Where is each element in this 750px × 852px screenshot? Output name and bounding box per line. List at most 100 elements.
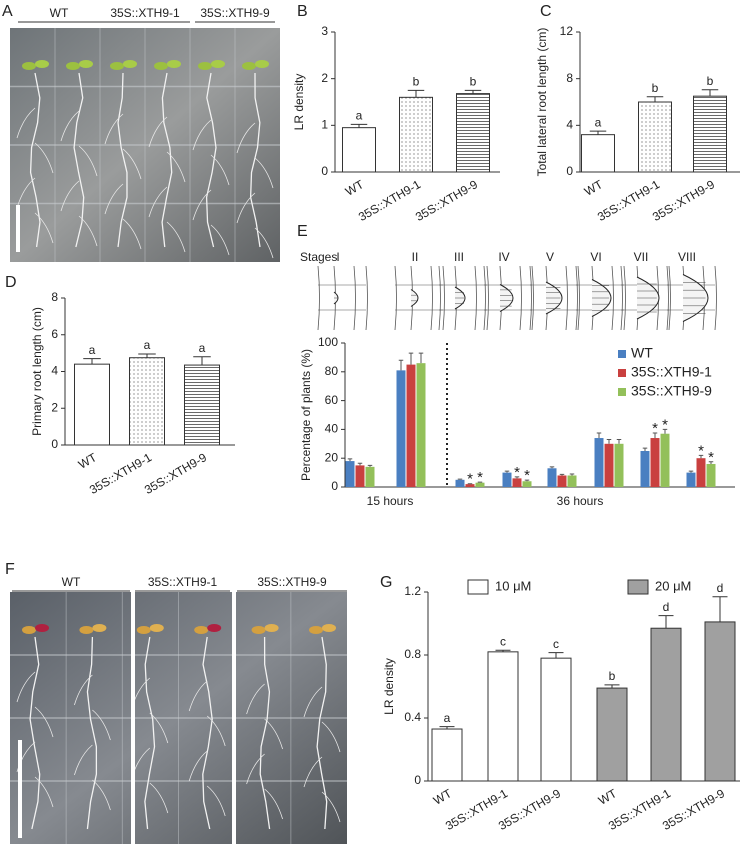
stage-label: III — [454, 250, 464, 264]
stage-title: Stages — [300, 250, 337, 264]
bar — [130, 358, 165, 445]
seedling — [22, 62, 36, 70]
photo-label: WT — [62, 575, 81, 589]
y-tick-label: 60 — [325, 393, 339, 407]
bar — [697, 458, 706, 487]
stage-label: V — [546, 250, 554, 264]
bar — [503, 473, 512, 487]
cell-wall — [366, 266, 368, 330]
cell-wall — [439, 266, 441, 330]
y-tick-label: 8 — [51, 290, 58, 304]
x-tick-label: 35S::XTH9-9 — [142, 450, 209, 497]
photo-label: 35S::XTH9-9 — [200, 6, 270, 20]
seedling — [255, 60, 269, 68]
photo-label: WT — [50, 6, 69, 20]
cell-wall — [431, 266, 433, 330]
seedling — [198, 62, 212, 70]
bar — [687, 473, 696, 487]
legend-label: 20 μM — [655, 578, 691, 593]
cell-wall — [443, 266, 445, 330]
y-tick-label: 0.8 — [404, 647, 421, 661]
bar — [457, 94, 490, 172]
bar — [432, 729, 462, 781]
y-tick-label: 0 — [414, 773, 421, 787]
cell-wall — [612, 266, 614, 330]
seedling — [137, 626, 151, 634]
x-tick-label: WT — [76, 450, 100, 472]
cell-wall — [520, 266, 522, 330]
bar — [595, 438, 604, 487]
cell-wall — [487, 266, 489, 330]
bar — [548, 468, 557, 487]
stage-label: I — [336, 250, 339, 264]
seedling — [211, 60, 225, 68]
significance-label: c — [553, 637, 559, 651]
x-tick-label: WT — [582, 177, 606, 199]
seedling — [22, 626, 36, 634]
bar — [639, 102, 672, 172]
error-bar — [617, 439, 622, 443]
stage-label: IV — [498, 250, 509, 264]
bar — [705, 622, 735, 781]
significance-label: b — [652, 81, 659, 95]
stage-sketch — [576, 266, 626, 330]
bar — [541, 658, 571, 781]
panel-label: C — [540, 3, 552, 20]
seedling — [79, 626, 93, 634]
y-tick-label: 1.2 — [404, 584, 421, 598]
significance-label: b — [413, 75, 420, 89]
seedling — [66, 62, 80, 70]
cell-wall — [669, 266, 671, 330]
legend-swatch — [628, 580, 648, 594]
x-tick-label: WT — [343, 177, 367, 199]
bar — [661, 434, 670, 487]
stage-sketch — [621, 266, 671, 330]
bar — [615, 444, 624, 487]
stage-sketch — [395, 266, 445, 330]
cell-wall — [475, 266, 477, 330]
significance-label: d — [663, 600, 670, 614]
photo-label: 35S::XTH9-9 — [257, 575, 327, 589]
x-tick-label: 35S::XTH9-1 — [356, 177, 423, 224]
error-bar — [399, 360, 404, 370]
y-tick-label: 0 — [566, 164, 573, 178]
stage-label: VI — [590, 250, 601, 264]
y-tick-label: 0 — [321, 164, 328, 178]
seedling — [154, 62, 168, 70]
error-bar — [358, 463, 363, 465]
bar — [407, 365, 416, 487]
bar — [641, 451, 650, 487]
bar — [185, 365, 220, 445]
y-tick-label: 0 — [51, 437, 58, 451]
x-tick-label: 35S::XTH9-9 — [413, 177, 480, 224]
seedling — [252, 626, 266, 634]
error-bar — [590, 131, 607, 135]
y-tick-label: 0 — [331, 479, 338, 493]
cell-wall — [621, 266, 623, 330]
error-bar — [193, 357, 211, 365]
bar — [568, 475, 577, 487]
error-bar — [550, 467, 555, 468]
x-tick-label: 35S::XTH9-9 — [650, 177, 717, 224]
error-bar — [549, 653, 564, 659]
stage-label: II — [412, 250, 419, 264]
stage-sketch — [318, 266, 368, 330]
y-axis-label: LR density — [292, 74, 306, 131]
y-tick-label: 20 — [325, 450, 339, 464]
significance-label: b — [707, 74, 714, 88]
seedling — [123, 60, 137, 68]
seedling — [35, 60, 49, 68]
error-bar — [659, 616, 674, 629]
cell-wall — [395, 266, 397, 330]
legend-label: 35S::XTH9-9 — [631, 383, 712, 399]
bar — [417, 363, 426, 487]
significance-label: a — [595, 115, 602, 129]
y-tick-label: 2 — [51, 400, 58, 414]
significance-label: a — [356, 109, 363, 123]
seedling — [207, 624, 221, 632]
seedling — [322, 624, 336, 632]
error-bar — [408, 90, 425, 97]
panel-label: B — [297, 3, 308, 20]
y-tick-label: 1 — [321, 118, 328, 132]
